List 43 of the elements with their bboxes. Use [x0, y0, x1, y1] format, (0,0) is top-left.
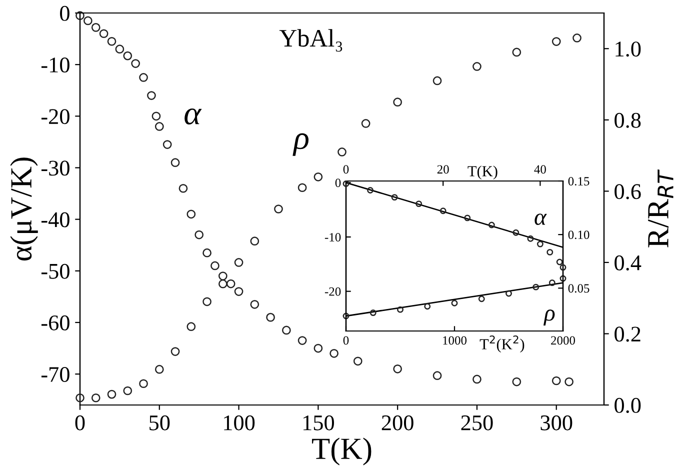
y-tick-label: -30 — [41, 160, 70, 176]
y-tick-label: -20 — [324, 287, 341, 296]
y-tick-label: 0 — [335, 178, 341, 188]
y2-axis-title: R/R$_{RT}$ — [648, 169, 674, 248]
x-tick-label: 0 — [75, 415, 85, 430]
x-tick-label: 250 — [461, 415, 493, 430]
y-axis-title: α(μV/K) — [10, 158, 38, 261]
y-tick-label: -70 — [41, 366, 70, 382]
y-tick-label: -50 — [41, 264, 70, 279]
x2-tick-label: 20 — [437, 165, 449, 174]
y2-tick-label: 0.2 — [614, 326, 640, 342]
x2-tick-label: 40 — [534, 165, 546, 174]
y2-tick-label: 0.6 — [614, 184, 641, 200]
x-tick-label: 50 — [150, 415, 170, 430]
x-tick-label: 100 — [224, 415, 255, 430]
text: YbAl₃ — [279, 29, 342, 52]
y2-tick-label: 0.0 — [614, 398, 641, 414]
y2-tick-label: 0.10 — [568, 230, 590, 240]
x-tick-label: 1000 — [443, 336, 467, 345]
series-label: α — [184, 108, 202, 125]
x-tick-label: 300 — [540, 415, 572, 430]
x-tick-label: 150 — [303, 415, 334, 430]
x-tick-label: 200 — [382, 415, 414, 430]
x-tick-label: 2000 — [551, 336, 576, 345]
y2-tick-label: 0.15 — [568, 177, 590, 186]
y2-tick-label: 0.8 — [614, 112, 641, 128]
x2-axis-title: T(K) — [468, 166, 498, 180]
series-label: α — [534, 214, 547, 225]
y-tick-label: 0 — [60, 6, 70, 21]
series-label: ρ — [292, 133, 309, 156]
series-label: ρ — [543, 309, 555, 326]
y2-tick-label: 1.0 — [616, 42, 641, 57]
x-tick-label: 0 — [343, 336, 349, 345]
y-tick-label: -60 — [41, 315, 70, 330]
x-axis-title: T$^{2}$(K$^{2}$) — [480, 336, 524, 353]
y-tick-label: -10 — [41, 58, 70, 73]
x-axis-title: T(K) — [312, 438, 372, 466]
y2-tick-label: 0.05 — [568, 284, 590, 293]
y-tick-label: -10 — [324, 233, 341, 242]
y2-tick-label: 0.4 — [614, 255, 642, 270]
y-tick-label: -20 — [41, 109, 70, 124]
x2-tick-label: 0 — [343, 165, 349, 174]
y-tick-label: -40 — [41, 212, 70, 228]
